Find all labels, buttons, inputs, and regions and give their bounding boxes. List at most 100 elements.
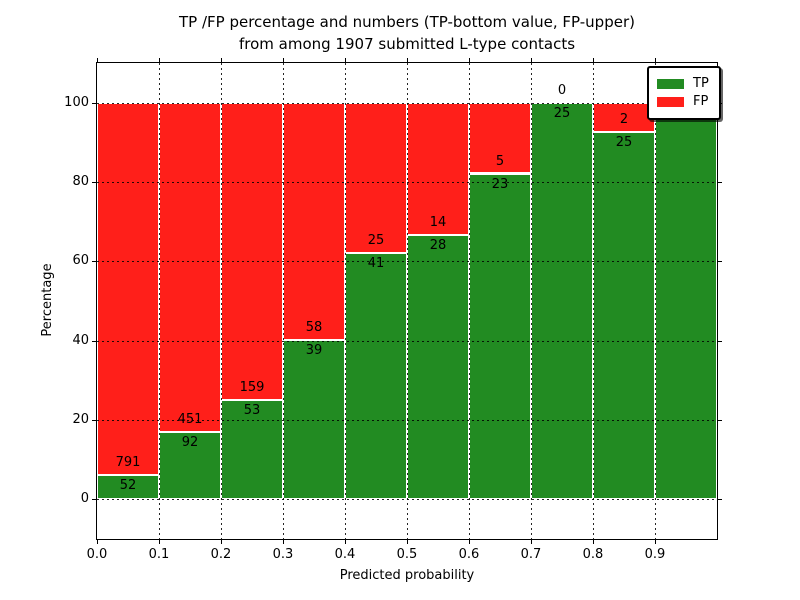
x-tick-label: 0.3 (272, 547, 294, 562)
bar-segment-tp (407, 234, 469, 500)
bar-segment-tp (655, 102, 717, 500)
bar-segment-tp (593, 132, 655, 500)
fp-value-label: 58 (305, 319, 323, 335)
vertical-gridline (531, 63, 532, 539)
x-tick-top (221, 58, 222, 62)
fp-value-label: 0 (557, 82, 567, 98)
chart-title-line1: TP /FP percentage and numbers (TP-bottom… (179, 13, 635, 31)
x-tick-label: 0.6 (458, 547, 480, 562)
horizontal-gridline (97, 499, 717, 500)
x-tick-label: 0.7 (520, 547, 542, 562)
vertical-gridline (159, 63, 160, 539)
bar-segment-tp (345, 252, 407, 500)
bar-segment-fp (97, 102, 159, 475)
bar-segment-fp (407, 102, 469, 235)
x-tick-bottom (97, 540, 98, 544)
x-tick-top (283, 58, 284, 62)
tp-value-label: 25 (615, 135, 633, 151)
tp-value-label: 39 (305, 342, 323, 358)
tp-value-label: 53 (243, 403, 261, 419)
x-tick-top (655, 58, 656, 62)
fp-value-label: 159 (239, 380, 265, 396)
fp-value-label: 791 (115, 454, 141, 470)
x-tick-bottom (531, 540, 532, 544)
y-tick-left (92, 261, 96, 262)
x-tick-top (531, 58, 532, 62)
vertical-gridline (469, 63, 470, 539)
vertical-gridline (593, 63, 594, 539)
horizontal-gridline (97, 261, 717, 262)
x-tick-top (345, 58, 346, 62)
legend-swatch-tp (657, 79, 684, 89)
horizontal-gridline (97, 420, 717, 421)
tp-value-label: 41 (367, 255, 385, 271)
y-axis-label: Percentage (40, 263, 55, 337)
bar-segment-tp (97, 474, 159, 500)
x-tick-label: 0.8 (582, 547, 604, 562)
horizontal-gridline (97, 341, 717, 342)
vertical-gridline (345, 63, 346, 539)
vertical-gridline (407, 63, 408, 539)
vertical-gridline (221, 63, 222, 539)
bar-segment-fp (345, 102, 407, 253)
x-tick-top (407, 58, 408, 62)
bar-segment-tp (221, 400, 283, 500)
legend: TP FP (647, 66, 721, 120)
legend-label-fp: FP (693, 94, 709, 109)
y-tick-label: 20 (72, 412, 89, 427)
x-tick-top (159, 58, 160, 62)
horizontal-gridline (97, 182, 717, 183)
x-tick-label: 0.2 (210, 547, 232, 562)
x-axis-label: Predicted probability (339, 568, 475, 583)
tp-value-label: 52 (119, 477, 137, 493)
legend-label-tp: TP (693, 76, 709, 91)
x-tick-bottom (593, 540, 594, 544)
y-tick-right (718, 499, 722, 500)
tp-value-label: 28 (429, 237, 447, 253)
y-tick-left (92, 182, 96, 183)
plot-area: 52791924515315939584125281423525025224 (96, 62, 718, 540)
y-tick-right (718, 341, 722, 342)
bar-segment-fp (221, 102, 283, 401)
x-tick-bottom (345, 540, 346, 544)
chart-title-line2: from among 1907 submitted L-type contact… (238, 35, 576, 53)
x-tick-bottom (159, 540, 160, 544)
x-tick-label: 0.1 (148, 547, 170, 562)
legend-item-fp: FP (657, 94, 709, 110)
x-tick-label: 0.9 (644, 547, 666, 562)
y-tick-right (718, 261, 722, 262)
y-tick-label: 100 (64, 95, 89, 110)
x-tick-label: 0.5 (396, 547, 418, 562)
y-tick-left (92, 420, 96, 421)
fp-value-label: 451 (177, 412, 203, 428)
fp-value-label: 2 (619, 112, 629, 128)
x-tick-top (97, 58, 98, 62)
x-tick-bottom (407, 540, 408, 544)
y-tick-label: 40 (72, 333, 89, 348)
bar-segment-tp (531, 102, 593, 500)
y-tick-label: 60 (72, 253, 89, 268)
x-tick-bottom (283, 540, 284, 544)
tp-value-label: 25 (553, 105, 571, 121)
y-tick-left (92, 341, 96, 342)
fp-value-label: 25 (367, 232, 385, 248)
vertical-gridline (655, 63, 656, 539)
y-tick-right (718, 420, 722, 421)
y-tick-right (718, 182, 722, 183)
x-tick-label: 0.0 (86, 547, 108, 562)
x-tick-top (593, 58, 594, 62)
horizontal-gridline (97, 103, 717, 104)
vertical-gridline (283, 63, 284, 539)
y-tick-left (92, 499, 96, 500)
fp-value-label: 14 (429, 214, 447, 230)
bar-segment-fp (283, 102, 345, 340)
x-tick-bottom (469, 540, 470, 544)
fp-value-label: 5 (495, 153, 505, 169)
bar-segment-fp (159, 102, 221, 433)
bar-segment-tp (469, 173, 531, 500)
x-tick-label: 0.4 (334, 547, 356, 562)
x-tick-top (469, 58, 470, 62)
x-tick-bottom (221, 540, 222, 544)
legend-swatch-fp (657, 97, 684, 107)
